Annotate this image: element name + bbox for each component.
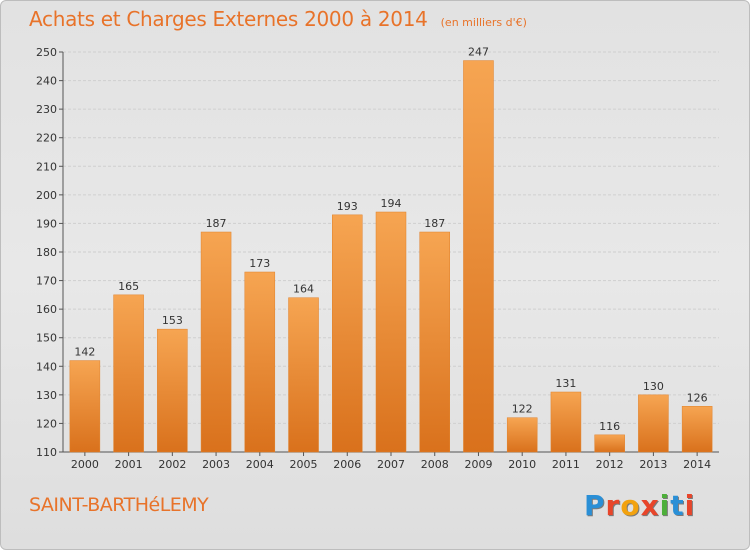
logo-letter: t bbox=[670, 489, 685, 522]
bar bbox=[506, 417, 538, 453]
y-tick-label: 190 bbox=[36, 217, 57, 230]
x-tick-label: 2013 bbox=[639, 458, 667, 471]
y-tick-label: 250 bbox=[36, 46, 57, 59]
bar-value-label: 126 bbox=[687, 391, 708, 404]
bars bbox=[69, 60, 713, 453]
bar bbox=[463, 60, 494, 453]
x-tick-label: 2014 bbox=[683, 458, 711, 471]
logo-letter: i bbox=[684, 489, 696, 522]
y-tick-label: 200 bbox=[36, 189, 57, 202]
x-tick-label: 2009 bbox=[464, 458, 492, 471]
logo-letter: o bbox=[620, 489, 641, 522]
bar-value-label: 165 bbox=[118, 280, 139, 293]
bar-value-label: 164 bbox=[293, 283, 314, 296]
chart-unit: (en milliers d'€) bbox=[440, 16, 527, 29]
bar bbox=[375, 211, 407, 453]
bar-value-label: 187 bbox=[206, 217, 227, 230]
y-tick-label: 120 bbox=[36, 417, 57, 430]
x-tick-label: 2006 bbox=[333, 458, 361, 471]
bar-value-label: 122 bbox=[512, 403, 533, 416]
logo-letter: x bbox=[640, 489, 660, 522]
x-tick-label: 2005 bbox=[290, 458, 318, 471]
x-tick-label: 2011 bbox=[552, 458, 580, 471]
logo-letter: P bbox=[584, 489, 606, 522]
bar bbox=[157, 328, 188, 453]
y-tick-label: 160 bbox=[36, 303, 57, 316]
x-tick-label: 2002 bbox=[158, 458, 186, 471]
y-tick-label: 220 bbox=[36, 132, 57, 145]
bar-value-label: 247 bbox=[468, 46, 489, 59]
logo-letter: i bbox=[659, 489, 671, 522]
bar bbox=[594, 434, 625, 453]
x-tick-label: 2008 bbox=[421, 458, 449, 471]
labels: 110 120 130 140 150 160 170 180 190 200 210 220 230 2… bbox=[36, 46, 711, 471]
bar bbox=[288, 297, 319, 453]
y-tick-label: 210 bbox=[36, 160, 57, 173]
x-tick-label: 2004 bbox=[246, 458, 274, 471]
bar-value-label: 153 bbox=[162, 314, 183, 327]
y-tick-label: 180 bbox=[36, 246, 57, 259]
bar-value-label: 187 bbox=[424, 217, 445, 230]
bar-value-label: 131 bbox=[555, 377, 576, 390]
chart-title: Achats et Charges Externes 2000 à 2014 bbox=[29, 7, 428, 31]
place-name: SAINT-BARTHéLEMY bbox=[29, 494, 209, 516]
bar-value-label: 194 bbox=[381, 197, 402, 210]
grid bbox=[63, 51, 719, 453]
bar bbox=[681, 406, 713, 453]
y-tick-label: 230 bbox=[36, 103, 57, 116]
bar-value-label: 173 bbox=[249, 257, 270, 270]
bar bbox=[419, 231, 450, 453]
x-tick-label: 2012 bbox=[596, 458, 624, 471]
x-tick-label: 2001 bbox=[115, 458, 143, 471]
chart-title-row: Achats et Charges Externes 2000 à 2014 (… bbox=[29, 7, 527, 31]
bar bbox=[244, 271, 276, 453]
y-tick-label: 110 bbox=[36, 446, 57, 459]
bar-value-label: 130 bbox=[643, 380, 664, 393]
bar bbox=[550, 391, 582, 453]
bar-value-label: 193 bbox=[337, 200, 358, 213]
bar-value-label: 116 bbox=[599, 420, 620, 433]
x-tick-label: 2010 bbox=[508, 458, 536, 471]
proxiti-logo: Proxiti bbox=[584, 489, 695, 522]
bar bbox=[200, 231, 232, 453]
x-tick-label: 2000 bbox=[71, 458, 99, 471]
bar bbox=[332, 214, 363, 453]
bar bbox=[69, 360, 101, 453]
logo-letter: r bbox=[605, 489, 621, 522]
y-tick-label: 140 bbox=[36, 360, 57, 373]
bar bbox=[113, 294, 144, 453]
bar-value-label: 142 bbox=[74, 346, 95, 359]
y-tick-label: 130 bbox=[36, 389, 57, 402]
x-tick-label: 2003 bbox=[202, 458, 230, 471]
y-tick-label: 170 bbox=[36, 275, 57, 288]
bar bbox=[638, 394, 669, 453]
y-tick-label: 150 bbox=[36, 332, 57, 345]
y-tick-label: 240 bbox=[36, 75, 57, 88]
x-tick-label: 2007 bbox=[377, 458, 405, 471]
